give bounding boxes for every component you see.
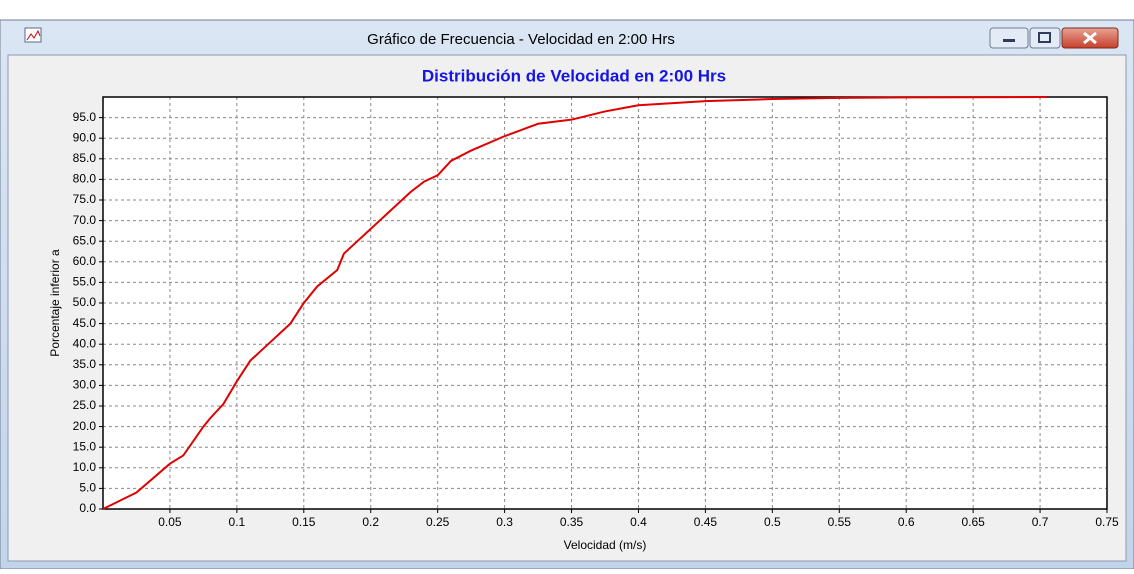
x-axis-label: Velocidad (m/s) bbox=[564, 538, 647, 552]
y-tick-label: 35.0 bbox=[73, 357, 97, 371]
y-axis-label: Porcentaje inferior a bbox=[48, 249, 62, 357]
x-tick-label: 0.1 bbox=[229, 515, 246, 529]
x-tick-label: 0.25 bbox=[426, 515, 450, 529]
x-tick-label: 0.2 bbox=[362, 515, 379, 529]
chart-title: Distribución de Velocidad en 2:00 Hrs bbox=[422, 66, 726, 85]
y-tick-label: 50.0 bbox=[73, 295, 97, 309]
app-icon bbox=[24, 27, 42, 43]
x-tick-label: 0.05 bbox=[158, 515, 182, 529]
plot-border bbox=[102, 96, 1108, 510]
y-tick-label: 15.0 bbox=[73, 439, 97, 453]
minimize-icon bbox=[1003, 39, 1015, 42]
y-tick-label: 90.0 bbox=[73, 130, 97, 144]
x-tick-label: 0.3 bbox=[496, 515, 513, 529]
maximize-button[interactable] bbox=[1029, 27, 1061, 49]
y-tick-label: 5.0 bbox=[79, 481, 96, 495]
close-icon bbox=[1083, 31, 1097, 45]
y-tick-label: 0.0 bbox=[79, 501, 96, 515]
y-tick-label: 10.0 bbox=[73, 460, 97, 474]
x-tick-label: 0.7 bbox=[1032, 515, 1049, 529]
y-tick-label: 75.0 bbox=[73, 192, 97, 206]
y-tick-label: 20.0 bbox=[73, 419, 97, 433]
x-tick-label: 0.15 bbox=[292, 515, 316, 529]
y-tick-label: 70.0 bbox=[73, 213, 97, 227]
minimize-button[interactable] bbox=[989, 27, 1029, 49]
maximize-icon bbox=[1038, 32, 1051, 43]
y-tick-label: 60.0 bbox=[73, 254, 97, 268]
x-tick-label: 0.6 bbox=[898, 515, 915, 529]
x-tick-label: 0.5 bbox=[764, 515, 781, 529]
window-title: Gráfico de Frecuencia - Velocidad en 2:0… bbox=[367, 31, 675, 48]
y-tick-label: 55.0 bbox=[73, 275, 97, 289]
y-tick-label: 85.0 bbox=[73, 151, 97, 165]
x-tick-label: 0.35 bbox=[560, 515, 584, 529]
data-line bbox=[102, 96, 1047, 510]
x-tick-label: 0.65 bbox=[961, 515, 985, 529]
y-tick-label: 80.0 bbox=[73, 172, 97, 186]
y-tick-label: 40.0 bbox=[73, 336, 97, 350]
app-icon-line bbox=[26, 29, 41, 41]
x-tick-label: 0.55 bbox=[828, 515, 852, 529]
y-tick-label: 65.0 bbox=[73, 233, 97, 247]
x-tick-label: 0.75 bbox=[1095, 515, 1119, 529]
y-tick-label: 45.0 bbox=[73, 316, 97, 330]
y-tick-label: 25.0 bbox=[73, 398, 97, 412]
y-tick-label: 95.0 bbox=[73, 110, 97, 124]
x-tick-label: 0.4 bbox=[630, 515, 647, 529]
x-tick-label: 0.45 bbox=[694, 515, 718, 529]
y-tick-label: 30.0 bbox=[73, 378, 97, 392]
